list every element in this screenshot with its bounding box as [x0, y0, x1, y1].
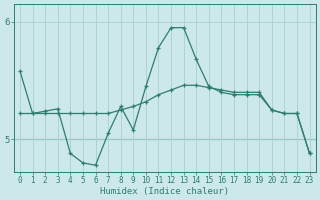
X-axis label: Humidex (Indice chaleur): Humidex (Indice chaleur)	[100, 187, 229, 196]
